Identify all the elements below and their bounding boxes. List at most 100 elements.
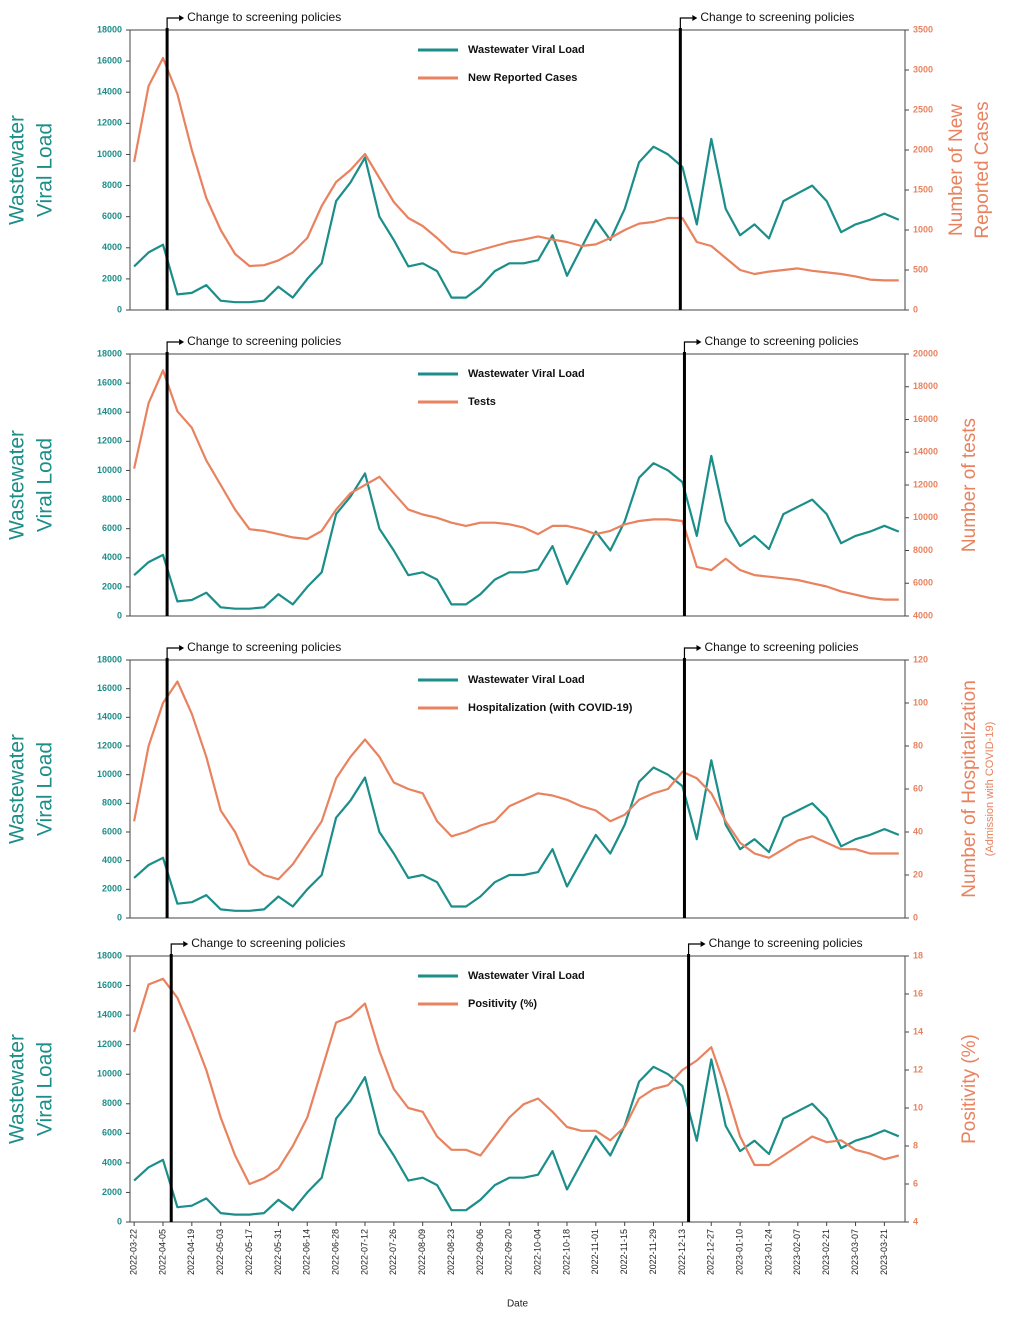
policy-arrow xyxy=(687,943,701,954)
y2-tick-label: 14000 xyxy=(913,447,938,457)
y2-tick-label: 40 xyxy=(913,826,923,836)
x-tick-label: 2022-08-09 xyxy=(417,1229,427,1275)
y-tick-label: 4000 xyxy=(102,1157,122,1167)
y-tick-label: 8000 xyxy=(102,494,122,504)
y2-tick-label: 4000 xyxy=(913,610,933,620)
policy-arrow xyxy=(166,341,180,352)
y2-tick-label: 500 xyxy=(913,264,928,274)
y2-tick-label: 20 xyxy=(913,869,923,879)
x-tick-label: 2022-07-26 xyxy=(388,1229,398,1275)
y-tick-label: 16000 xyxy=(97,55,122,65)
y-tick-label: 2000 xyxy=(102,1187,122,1197)
policy-arrow xyxy=(683,341,697,352)
legend-label: Positivity (%) xyxy=(468,998,537,1010)
policy-arrow xyxy=(166,17,180,28)
y-tick-label: 2000 xyxy=(102,884,122,894)
y-tick-label: 2000 xyxy=(102,273,122,283)
y-tick-label: 16000 xyxy=(97,980,122,990)
y-tick-label: 6000 xyxy=(102,1128,122,1138)
x-axis-label: Date xyxy=(507,1299,529,1310)
y2-tick-label: 12 xyxy=(913,1064,923,1074)
x-tick-label: 2022-06-28 xyxy=(330,1229,340,1275)
y2-tick-label: 18 xyxy=(913,950,923,960)
y2-tick-label: 3500 xyxy=(913,24,933,34)
series-line xyxy=(133,680,899,881)
arrow-head xyxy=(700,941,706,947)
y2-axis-label: Reported Cases xyxy=(972,101,993,238)
y2-tick-label: 16 xyxy=(913,988,923,998)
x-tick-label: 2022-10-04 xyxy=(532,1229,542,1275)
y2-axis-label: Number of Hospitalization xyxy=(959,680,980,898)
y-tick-label: 6000 xyxy=(102,523,122,533)
x-tick-label: 2022-10-18 xyxy=(561,1229,571,1275)
y-tick-label: 14000 xyxy=(97,87,122,97)
y-tick-label: 12000 xyxy=(97,1039,122,1049)
y-tick-label: 12000 xyxy=(97,118,122,128)
arrow-head xyxy=(692,15,698,21)
y2-tick-label: 20000 xyxy=(913,348,938,358)
y-tick-label: 8000 xyxy=(102,1098,122,1108)
y2-tick-label: 10000 xyxy=(913,512,938,522)
y2-axis-label: Positivity (%) xyxy=(959,1034,980,1144)
y-tick-label: 16000 xyxy=(97,377,122,387)
y-tick-label: 18000 xyxy=(97,654,122,664)
y2-tick-label: 8 xyxy=(913,1140,918,1150)
legend-label: Hospitalization (with COVID-19) xyxy=(468,702,633,714)
y2-axis-label: Number of New xyxy=(946,104,967,236)
x-tick-label: 2022-09-06 xyxy=(475,1229,485,1275)
y-axis-label: Viral Load xyxy=(34,123,57,217)
y-tick-label: 8000 xyxy=(102,180,122,190)
y-axis-label: Wastewater xyxy=(6,115,29,225)
annotation: Change to screening policies xyxy=(709,936,863,950)
plot-frame xyxy=(129,353,906,617)
y-tick-label: 12000 xyxy=(97,740,122,750)
legend-label: Tests xyxy=(468,396,496,408)
policy-arrow xyxy=(683,647,697,658)
y2-axis-note: (Admission with COVID-19) xyxy=(984,722,996,856)
y-tick-label: 4000 xyxy=(102,552,122,562)
x-tick-label: 2022-04-05 xyxy=(157,1229,167,1275)
annotation: Change to screening policies xyxy=(187,334,341,348)
series-line xyxy=(133,759,900,912)
y-tick-label: 10000 xyxy=(97,769,122,779)
policy-arrow xyxy=(170,943,184,954)
y2-tick-label: 3000 xyxy=(913,64,933,74)
legend-label: Wastewater Viral Load xyxy=(468,368,585,380)
x-tick-label: 2022-04-19 xyxy=(186,1229,196,1275)
x-tick-label: 2022-11-01 xyxy=(590,1229,600,1274)
y-tick-label: 14000 xyxy=(97,1009,122,1019)
arrow-head xyxy=(179,15,185,21)
series-line xyxy=(133,1058,900,1216)
annotation: Change to screening policies xyxy=(700,10,854,24)
y2-tick-label: 0 xyxy=(913,304,918,314)
arrow-head xyxy=(696,339,702,345)
y-tick-label: 0 xyxy=(117,610,122,620)
x-tick-label: 2022-05-03 xyxy=(215,1229,225,1275)
arrow-head xyxy=(179,645,185,651)
y2-tick-label: 14 xyxy=(913,1026,923,1036)
y-tick-label: 2000 xyxy=(102,581,122,591)
x-tick-label: 2022-11-15 xyxy=(619,1229,629,1274)
y2-tick-label: 10 xyxy=(913,1102,923,1112)
y-tick-label: 18000 xyxy=(97,348,122,358)
y-axis-label: Wastewater xyxy=(6,430,29,540)
x-tick-label: 2022-09-20 xyxy=(504,1229,514,1275)
y-tick-label: 18000 xyxy=(97,950,122,960)
y2-tick-label: 120 xyxy=(913,654,928,664)
y-tick-label: 10000 xyxy=(97,465,122,475)
plot-frame xyxy=(129,659,906,919)
y-tick-label: 0 xyxy=(117,912,122,922)
y2-tick-label: 18000 xyxy=(913,381,938,391)
x-tick-label: 2023-02-07 xyxy=(792,1229,802,1275)
arrow-head xyxy=(183,941,189,947)
series-line xyxy=(133,369,899,601)
y2-tick-label: 16000 xyxy=(913,414,938,424)
x-tick-label: 2023-01-24 xyxy=(763,1229,773,1275)
legend-label: Wastewater Viral Load xyxy=(468,44,585,56)
x-tick-label: 2022-05-17 xyxy=(244,1229,254,1275)
y-axis-label: Wastewater xyxy=(6,734,29,844)
y-tick-label: 0 xyxy=(117,1216,122,1226)
y2-tick-label: 8000 xyxy=(913,545,933,555)
y-axis-label: Viral Load xyxy=(34,1042,57,1136)
x-tick-label: 2022-05-31 xyxy=(273,1229,283,1275)
